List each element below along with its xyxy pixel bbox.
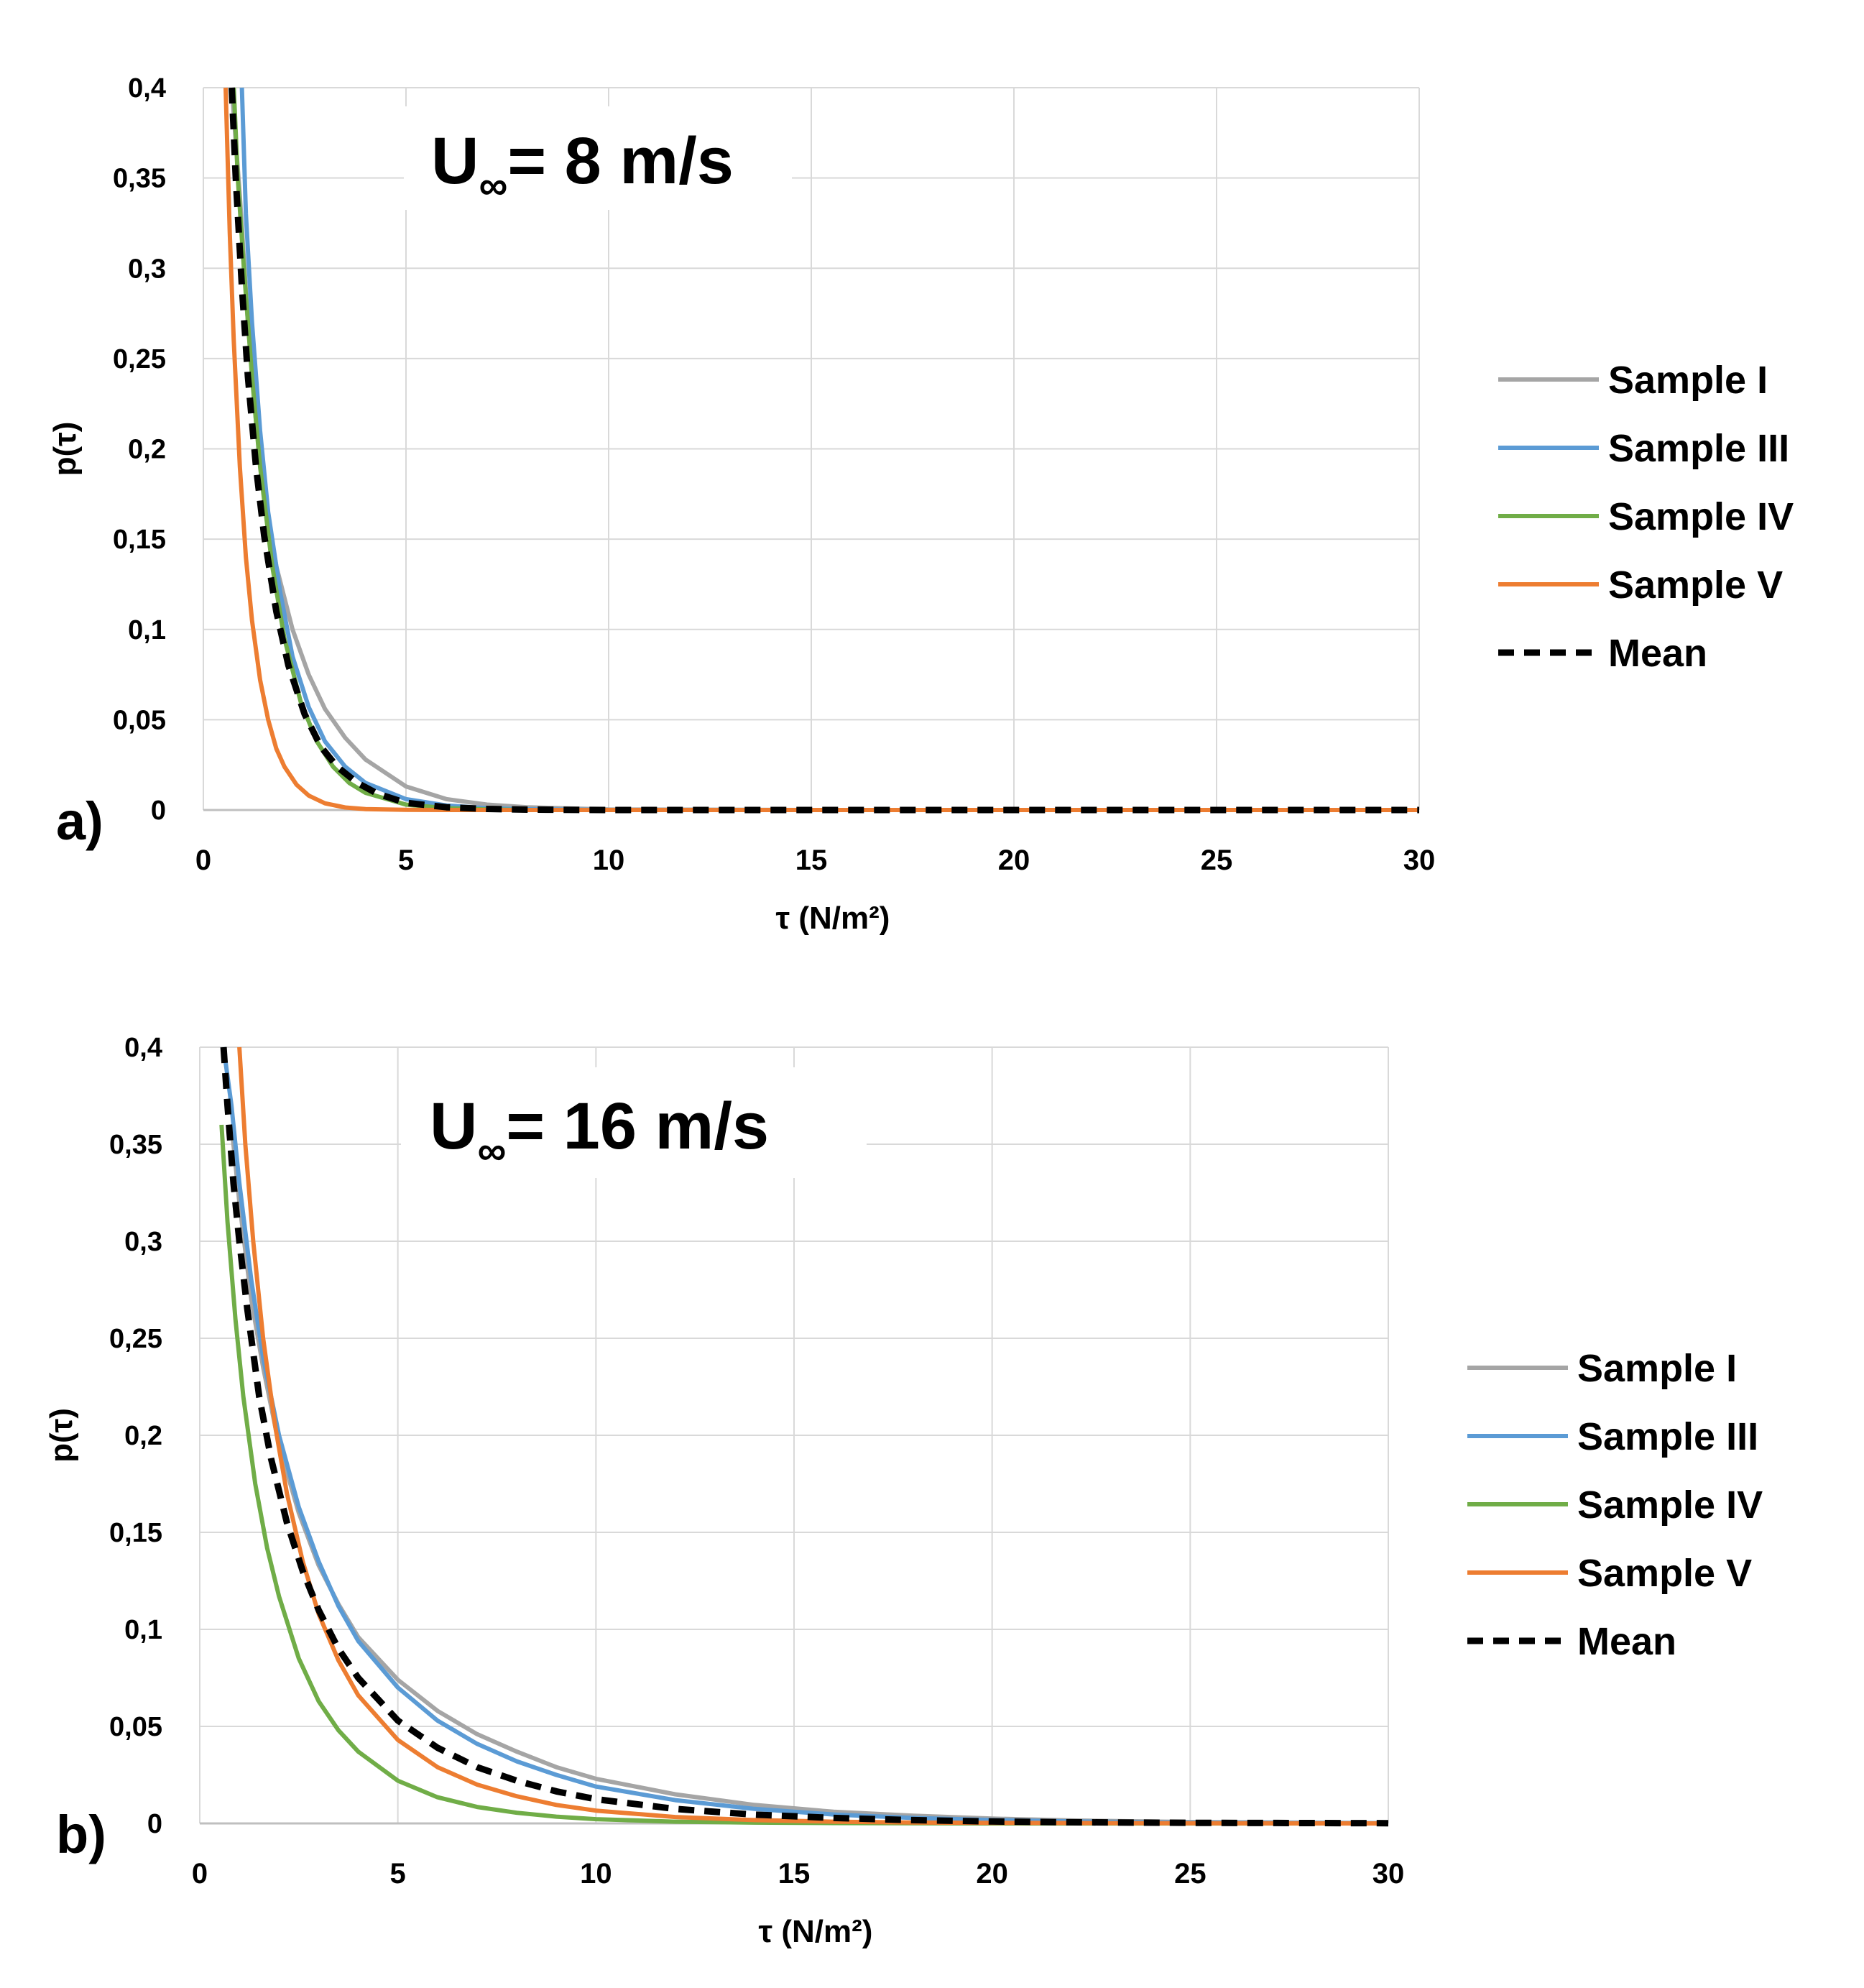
legend-label: Sample I: [1577, 1347, 1737, 1390]
y-tick-label: 0: [147, 1809, 162, 1839]
legend-label: Sample V: [1577, 1552, 1752, 1595]
y-tick-label: 0,25: [113, 344, 166, 374]
y-tick-label: 0,1: [128, 615, 166, 645]
y-tick-label: 0,05: [113, 705, 166, 735]
y-tick-label: 0,4: [128, 73, 166, 103]
speed-symbol: U: [430, 1090, 477, 1163]
x-tick-label: 30: [1372, 1858, 1405, 1890]
speed-subscript: ∞: [479, 162, 507, 208]
y-tick-label: 0,25: [109, 1324, 162, 1354]
speed-symbol: U: [431, 124, 479, 198]
x-tick-label: 10: [593, 845, 625, 876]
legend-label: Sample III: [1608, 427, 1789, 470]
x-tick-label: 20: [998, 845, 1030, 876]
x-tick-label: 25: [1201, 845, 1233, 876]
y-tick-label: 0: [151, 796, 166, 826]
chart-a: U∞= 8 m/s 0 0,05 0,1 0,15 0,2 0,25 0,3 0,35 0,4 0 5…: [47, 73, 1794, 936]
series-line-sample-v: [237, 1046, 1389, 1826]
y-tick-label: 0,2: [124, 1421, 162, 1451]
legend-label: Sample IV: [1608, 495, 1794, 538]
y-tick-label: 0,05: [109, 1712, 162, 1742]
x-tick-label: 15: [778, 1858, 811, 1890]
x-tick-label: 30: [1403, 845, 1436, 876]
legend-label: Sample V: [1608, 563, 1783, 607]
x-tick-label: 0: [192, 1858, 208, 1890]
speed-annotation: U∞= 8 m/s: [431, 124, 734, 208]
speed-value: = 8 m/s: [507, 124, 734, 198]
y-axis-title: p(τ): [47, 422, 83, 477]
series-line-mean: [229, 87, 1419, 814]
annotation-background: [401, 1067, 867, 1178]
legend-label: Sample IV: [1577, 1483, 1763, 1527]
y-tick-label: 0,35: [109, 1130, 162, 1160]
y-tick-label: 0,15: [113, 525, 166, 555]
y-tick-label: 0,1: [124, 1615, 162, 1645]
x-tick-label: 25: [1174, 1858, 1206, 1890]
legend-label: Sample III: [1577, 1415, 1758, 1458]
series-line-mean: [220, 1046, 1389, 1827]
y-axis-title: p(τ): [44, 1408, 79, 1463]
x-tick-label: 5: [398, 845, 414, 876]
x-axis-title: τ (N/m²): [759, 1914, 873, 1949]
x-tick-label: 15: [795, 845, 828, 876]
legend-label: Mean: [1608, 632, 1707, 675]
legend-label: Mean: [1577, 1620, 1676, 1663]
x-axis-title: τ (N/m²): [776, 901, 890, 936]
x-tick-label: 20: [976, 1858, 1008, 1890]
y-tick-label: 0,35: [113, 164, 166, 194]
panel-label: a): [56, 791, 103, 851]
speed-annotation: U∞= 16 m/s: [430, 1090, 769, 1173]
x-tick-label: 5: [390, 1858, 406, 1890]
x-tick-label: 0: [195, 845, 211, 876]
speed-value: = 16 m/s: [506, 1090, 769, 1163]
annotation-background: [404, 106, 792, 210]
speed-subscript: ∞: [477, 1128, 506, 1173]
y-tick-label: 0,2: [128, 435, 166, 465]
chart-b: U∞= 16 m/s 0 0,05 0,1 0,15 0,2 0,25 0,3 0,35 0,4 0…: [44, 1033, 1763, 1949]
panel-label: b): [56, 1805, 106, 1864]
y-tick-label: 0,4: [124, 1033, 162, 1063]
legend-label: Sample I: [1608, 359, 1768, 402]
y-tick-label: 0,15: [109, 1518, 162, 1548]
x-tick-label: 10: [580, 1858, 612, 1890]
y-tick-label: 0,3: [124, 1227, 162, 1257]
y-tick-label: 0,3: [128, 254, 166, 284]
series-line-sample-iv: [219, 1124, 1388, 1826]
